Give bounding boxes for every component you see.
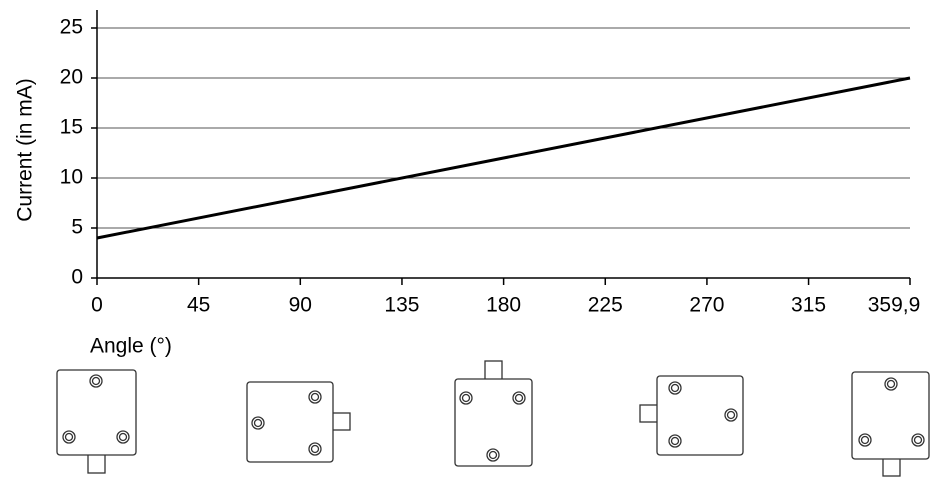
- x-tick-label: 225: [588, 294, 623, 317]
- y-tick-label: 15: [60, 116, 83, 139]
- sensor-180: [454, 360, 533, 467]
- x-tick-label: 180: [486, 294, 521, 317]
- y-tick-label: 10: [60, 166, 83, 189]
- sensor-270: [639, 375, 744, 456]
- sensor-0: [56, 369, 137, 474]
- data-line: [96, 76, 911, 240]
- sensor-icons: [56, 360, 930, 477]
- x-tick-label: 45: [187, 294, 210, 317]
- x-tick-label: 0: [91, 294, 103, 317]
- y-tick-label: 5: [71, 216, 83, 239]
- x-tick-label: 90: [289, 294, 312, 317]
- x-tick-label: 135: [384, 294, 419, 317]
- x-axis-label: Angle (°): [90, 335, 172, 358]
- sensor-360: [851, 371, 930, 477]
- x-tick-label: 359,9: [868, 294, 921, 317]
- x-tick-label: 315: [791, 294, 826, 317]
- x-tick-label: 270: [689, 294, 724, 317]
- y-tick-label: 25: [60, 16, 83, 39]
- y-tick-label: 0: [71, 266, 83, 289]
- y-tick-label: 20: [60, 66, 83, 89]
- sensor-90: [246, 381, 351, 463]
- y-axis-label: Current (in mA): [14, 78, 37, 222]
